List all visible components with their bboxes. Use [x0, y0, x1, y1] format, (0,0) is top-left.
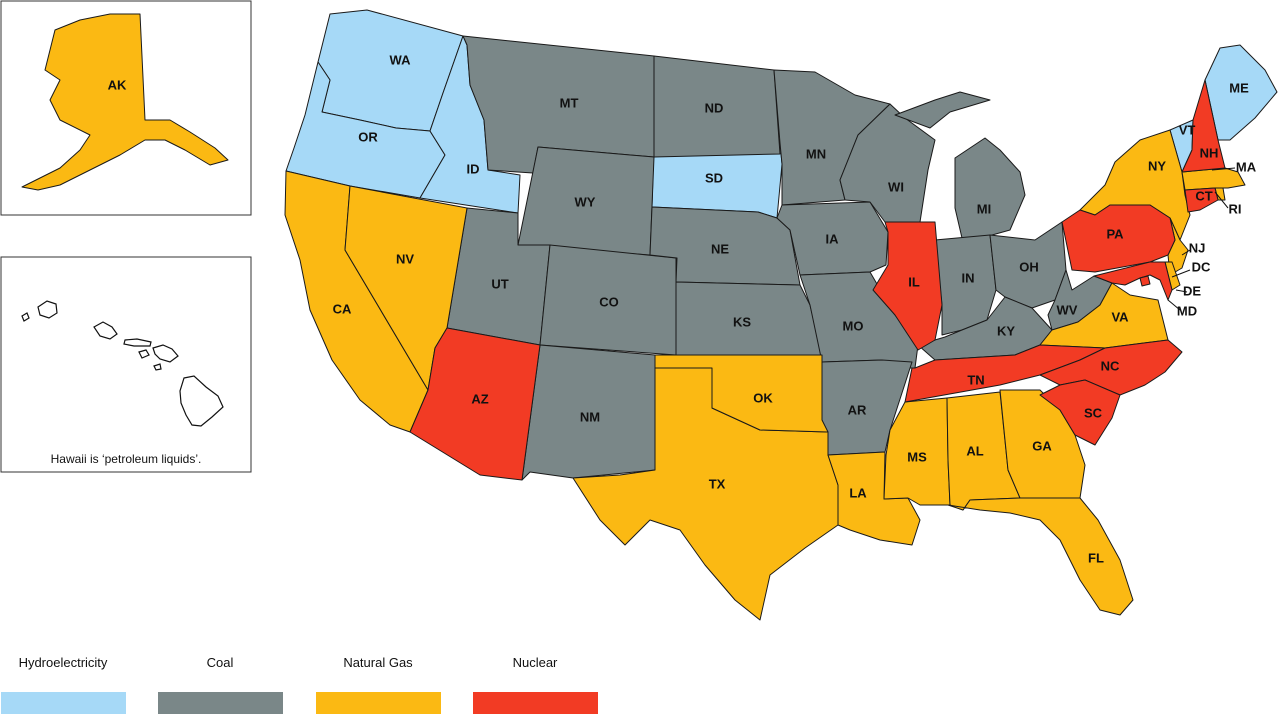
legend-swatch-gas: [316, 692, 441, 714]
state-label-nh: NH: [1200, 145, 1219, 160]
hawaii-island-lanai: [138, 349, 150, 359]
state-label-or: OR: [358, 129, 378, 144]
state-label-wv: WV: [1057, 302, 1078, 317]
state-label-co: CO: [599, 294, 619, 309]
legend-label-coal: Coal: [206, 655, 234, 670]
state-ak: [21, 13, 229, 191]
hawaii-island-maui: [152, 344, 179, 363]
state-label-wi: WI: [888, 179, 904, 194]
leader-line: [1181, 249, 1191, 256]
state-pa: [1061, 204, 1176, 273]
hawaii-island-big: [179, 375, 224, 427]
leader-line: [1167, 299, 1181, 311]
state-label-ri: RI: [1229, 201, 1242, 216]
hawaii-island-oahu: [93, 321, 118, 340]
state-label-sc: SC: [1084, 405, 1103, 420]
state-label-il: IL: [908, 274, 920, 289]
state-label-tx: TX: [709, 476, 726, 491]
state-label-ks: KS: [733, 314, 751, 329]
state-ok: [654, 354, 829, 433]
state-label-ga: GA: [1032, 438, 1052, 453]
legend-swatch-nuclear: [473, 692, 598, 714]
state-label-ak: AK: [108, 77, 127, 92]
state-dc: [1139, 275, 1151, 287]
state-label-nd: ND: [705, 100, 724, 115]
state-label-nc: NC: [1101, 358, 1120, 373]
legend-label-hydro: Hydroelectricity: [18, 655, 108, 670]
state-label-wa: WA: [390, 52, 412, 67]
state-label-va: VA: [1111, 309, 1129, 324]
leader-line: [1175, 289, 1188, 293]
state-label-wy: WY: [575, 194, 596, 209]
state-label-mo: MO: [843, 318, 864, 333]
state-label-ny: NY: [1148, 158, 1166, 173]
state-label-ut: UT: [491, 276, 508, 291]
state-label-mi: MI: [977, 201, 991, 216]
state-label-az: AZ: [471, 391, 488, 406]
state-label-de: DE: [1183, 283, 1201, 298]
state-label-vt: VT: [1179, 122, 1196, 137]
state-label-ky: KY: [997, 323, 1015, 338]
state-il: [872, 221, 943, 351]
state-label-al: AL: [966, 443, 983, 458]
state-label-nv: NV: [396, 251, 414, 266]
state-nh: [1181, 79, 1226, 173]
state-label-ma: MA: [1236, 159, 1257, 174]
state-me: [1204, 44, 1278, 141]
states-layer: [21, 9, 1278, 621]
state-label-ar: AR: [848, 402, 867, 417]
state-label-in: IN: [962, 270, 975, 285]
labels-layer: WA OR ID SD VT ME MT ND WY UT CO NE KS NM MN IA MO AR WI MI…: [108, 52, 1257, 565]
state-wi: [839, 103, 936, 223]
state-mi: [894, 91, 1026, 239]
state-label-fl: FL: [1088, 550, 1104, 565]
leader-line: [1171, 269, 1191, 278]
hawaii-inset: [0, 256, 252, 473]
state-label-ok: OK: [753, 390, 773, 405]
state-md: [1093, 261, 1173, 301]
state-label-ne: NE: [711, 241, 729, 256]
state-az: [409, 327, 541, 481]
state-label-ca: CA: [333, 301, 352, 316]
state-label-la: LA: [849, 485, 867, 500]
hawaii-note: Hawaii is ‘petroleum liquids’.: [51, 452, 202, 466]
state-label-sd: SD: [705, 170, 723, 185]
state-ct: [1184, 187, 1219, 213]
state-sc: [1039, 379, 1121, 446]
legend-label-gas: Natural Gas: [343, 655, 413, 670]
state-label-dc: DC: [1192, 259, 1211, 274]
state-label-mn: MN: [806, 146, 826, 161]
hawaii-islands: [21, 300, 224, 427]
legend-swatch-coal: [158, 692, 283, 714]
state-label-oh: OH: [1019, 259, 1039, 274]
state-label-ia: IA: [826, 231, 840, 246]
state-label-ms: MS: [907, 449, 927, 464]
state-fl: [947, 497, 1134, 616]
state-label-pa: PA: [1106, 226, 1124, 241]
leader-line: [1211, 167, 1236, 171]
leader-line: [1214, 191, 1229, 209]
state-label-nj: NJ: [1189, 240, 1206, 255]
state-label-md: MD: [1177, 303, 1197, 318]
hawaii-island-niihau: [21, 312, 30, 322]
state-label-ct: CT: [1195, 188, 1212, 203]
state-label-tn: TN: [967, 372, 984, 387]
state-nd: [653, 55, 781, 158]
legend-label-nuclear: Nuclear: [512, 655, 558, 670]
state-label-id: ID: [467, 161, 480, 176]
hawaii-island-kahoolawe: [153, 363, 162, 371]
hawaii-island-molokai: [123, 338, 152, 347]
state-label-mt: MT: [560, 95, 579, 110]
hawaii-island-kauai: [37, 300, 58, 319]
state-label-nm: NM: [580, 409, 600, 424]
legend-swatch-hydro: [1, 692, 126, 714]
state-label-me: ME: [1229, 80, 1249, 95]
